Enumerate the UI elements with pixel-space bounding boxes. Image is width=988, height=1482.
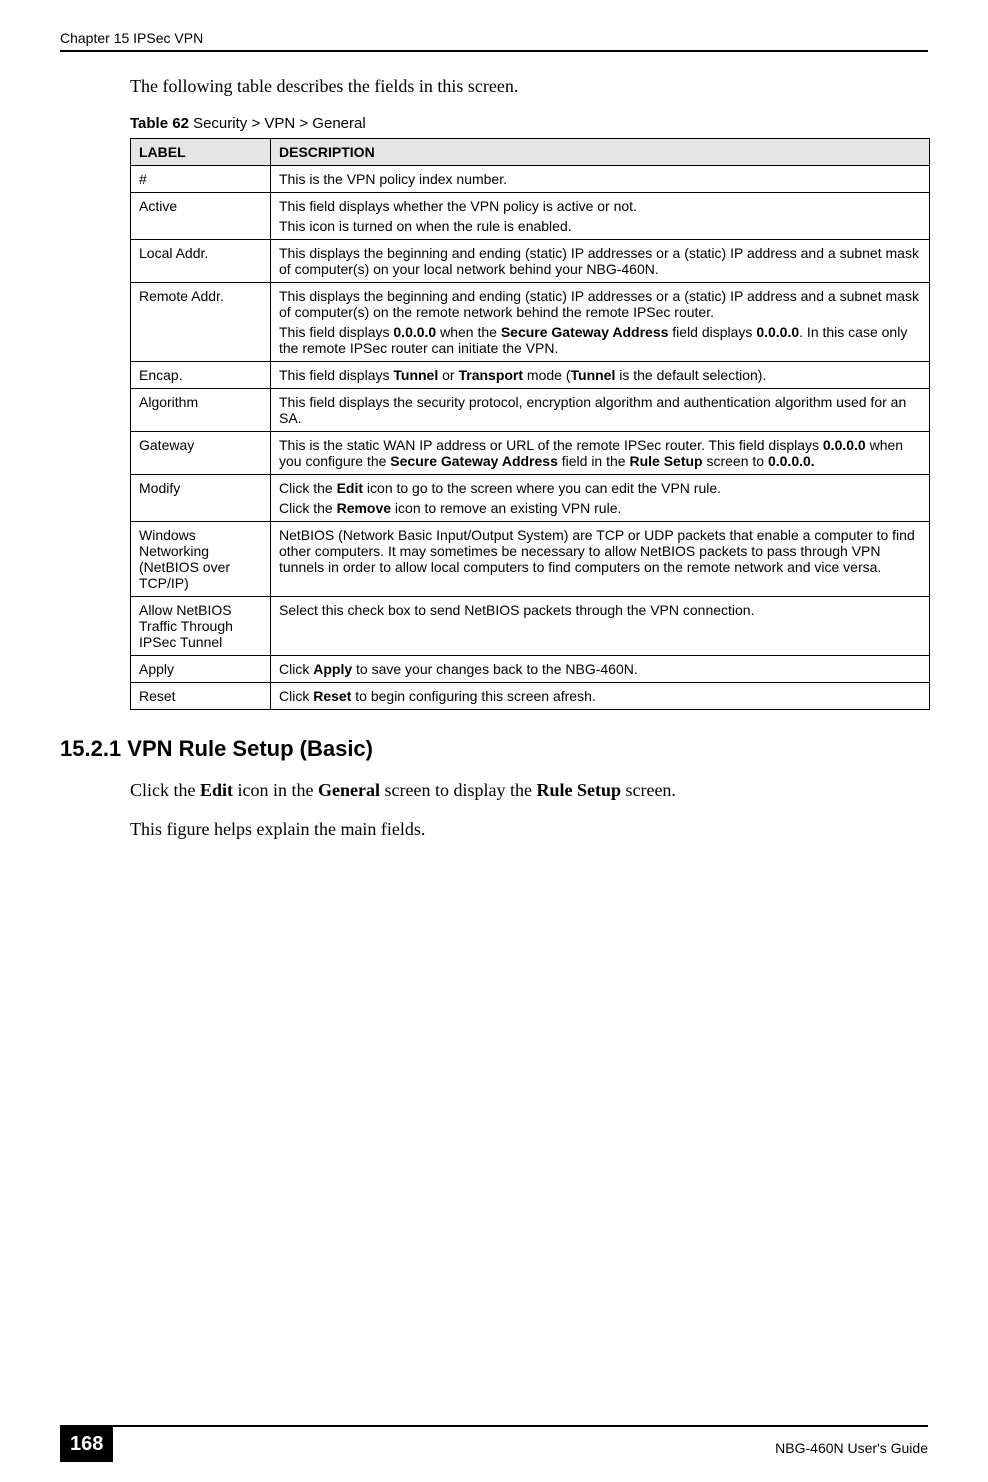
page-number: 168 [60,1427,113,1462]
table-row: ModifyClick the Edit icon to go to the s… [131,475,930,522]
table-cell-description: This field displays Tunnel or Transport … [271,362,930,389]
section-p1: Click the Edit icon in the General scree… [130,780,928,801]
section-heading: 15.2.1 VPN Rule Setup (Basic) [60,736,928,762]
table-row: Encap.This field displays Tunnel or Tran… [131,362,930,389]
table-cell-description: This field displays the security protoco… [271,389,930,432]
table-row: Local Addr.This displays the beginning a… [131,240,930,283]
table-caption: Table 62 Security > VPN > General [130,115,928,132]
table-cell-description: Click Apply to save your changes back to… [271,656,930,683]
table-cell-description: This displays the beginning and ending (… [271,240,930,283]
table-cell-label: Remote Addr. [131,283,271,362]
table-row: GatewayThis is the static WAN IP address… [131,432,930,475]
table-row: ActiveThis field displays whether the VP… [131,193,930,240]
table-row: Remote Addr.This displays the beginning … [131,283,930,362]
table-cell-description: Click Reset to begin configuring this sc… [271,683,930,710]
table-cell-description: Click the Edit icon to go to the screen … [271,475,930,522]
table-row: Allow NetBIOS Traffic Through IPSec Tunn… [131,597,930,656]
table-caption-rest: Security > VPN > General [189,115,366,132]
table-cell-label: Encap. [131,362,271,389]
guide-name: NBG-460N User's Guide [775,1440,928,1456]
chapter-title: Chapter 15 IPSec VPN [60,30,203,46]
table-cell-description: This displays the beginning and ending (… [271,283,930,362]
table-cell-description: This field displays whether the VPN poli… [271,193,930,240]
table-row: ApplyClick Apply to save your changes ba… [131,656,930,683]
table-caption-label: Table 62 [130,115,189,132]
page-header: Chapter 15 IPSec VPN [60,30,928,52]
description-table: LABEL DESCRIPTION #This is the VPN polic… [130,138,930,710]
col-description: DESCRIPTION [271,139,930,166]
table-cell-label: Algorithm [131,389,271,432]
table-row: ResetClick Reset to begin configuring th… [131,683,930,710]
intro-text: The following table describes the fields… [130,76,928,97]
section-p2: This figure helps explain the main field… [130,819,928,840]
table-cell-label: # [131,166,271,193]
table-cell-description: NetBIOS (Network Basic Input/Output Syst… [271,522,930,597]
col-label: LABEL [131,139,271,166]
table-cell-description: Select this check box to send NetBIOS pa… [271,597,930,656]
table-cell-label: Apply [131,656,271,683]
table-cell-label: Active [131,193,271,240]
page-footer: 168 NBG-460N User's Guide [60,1425,928,1462]
table-cell-label: Modify [131,475,271,522]
table-row: AlgorithmThis field displays the securit… [131,389,930,432]
table-header-row: LABEL DESCRIPTION [131,139,930,166]
table-cell-label: Allow NetBIOS Traffic Through IPSec Tunn… [131,597,271,656]
table-row: #This is the VPN policy index number. [131,166,930,193]
table-cell-label: Reset [131,683,271,710]
table-row: Windows Networking (NetBIOS over TCP/IP)… [131,522,930,597]
table-cell-label: Windows Networking (NetBIOS over TCP/IP) [131,522,271,597]
table-cell-description: This is the VPN policy index number. [271,166,930,193]
table-cell-label: Local Addr. [131,240,271,283]
table-cell-description: This is the static WAN IP address or URL… [271,432,930,475]
table-cell-label: Gateway [131,432,271,475]
